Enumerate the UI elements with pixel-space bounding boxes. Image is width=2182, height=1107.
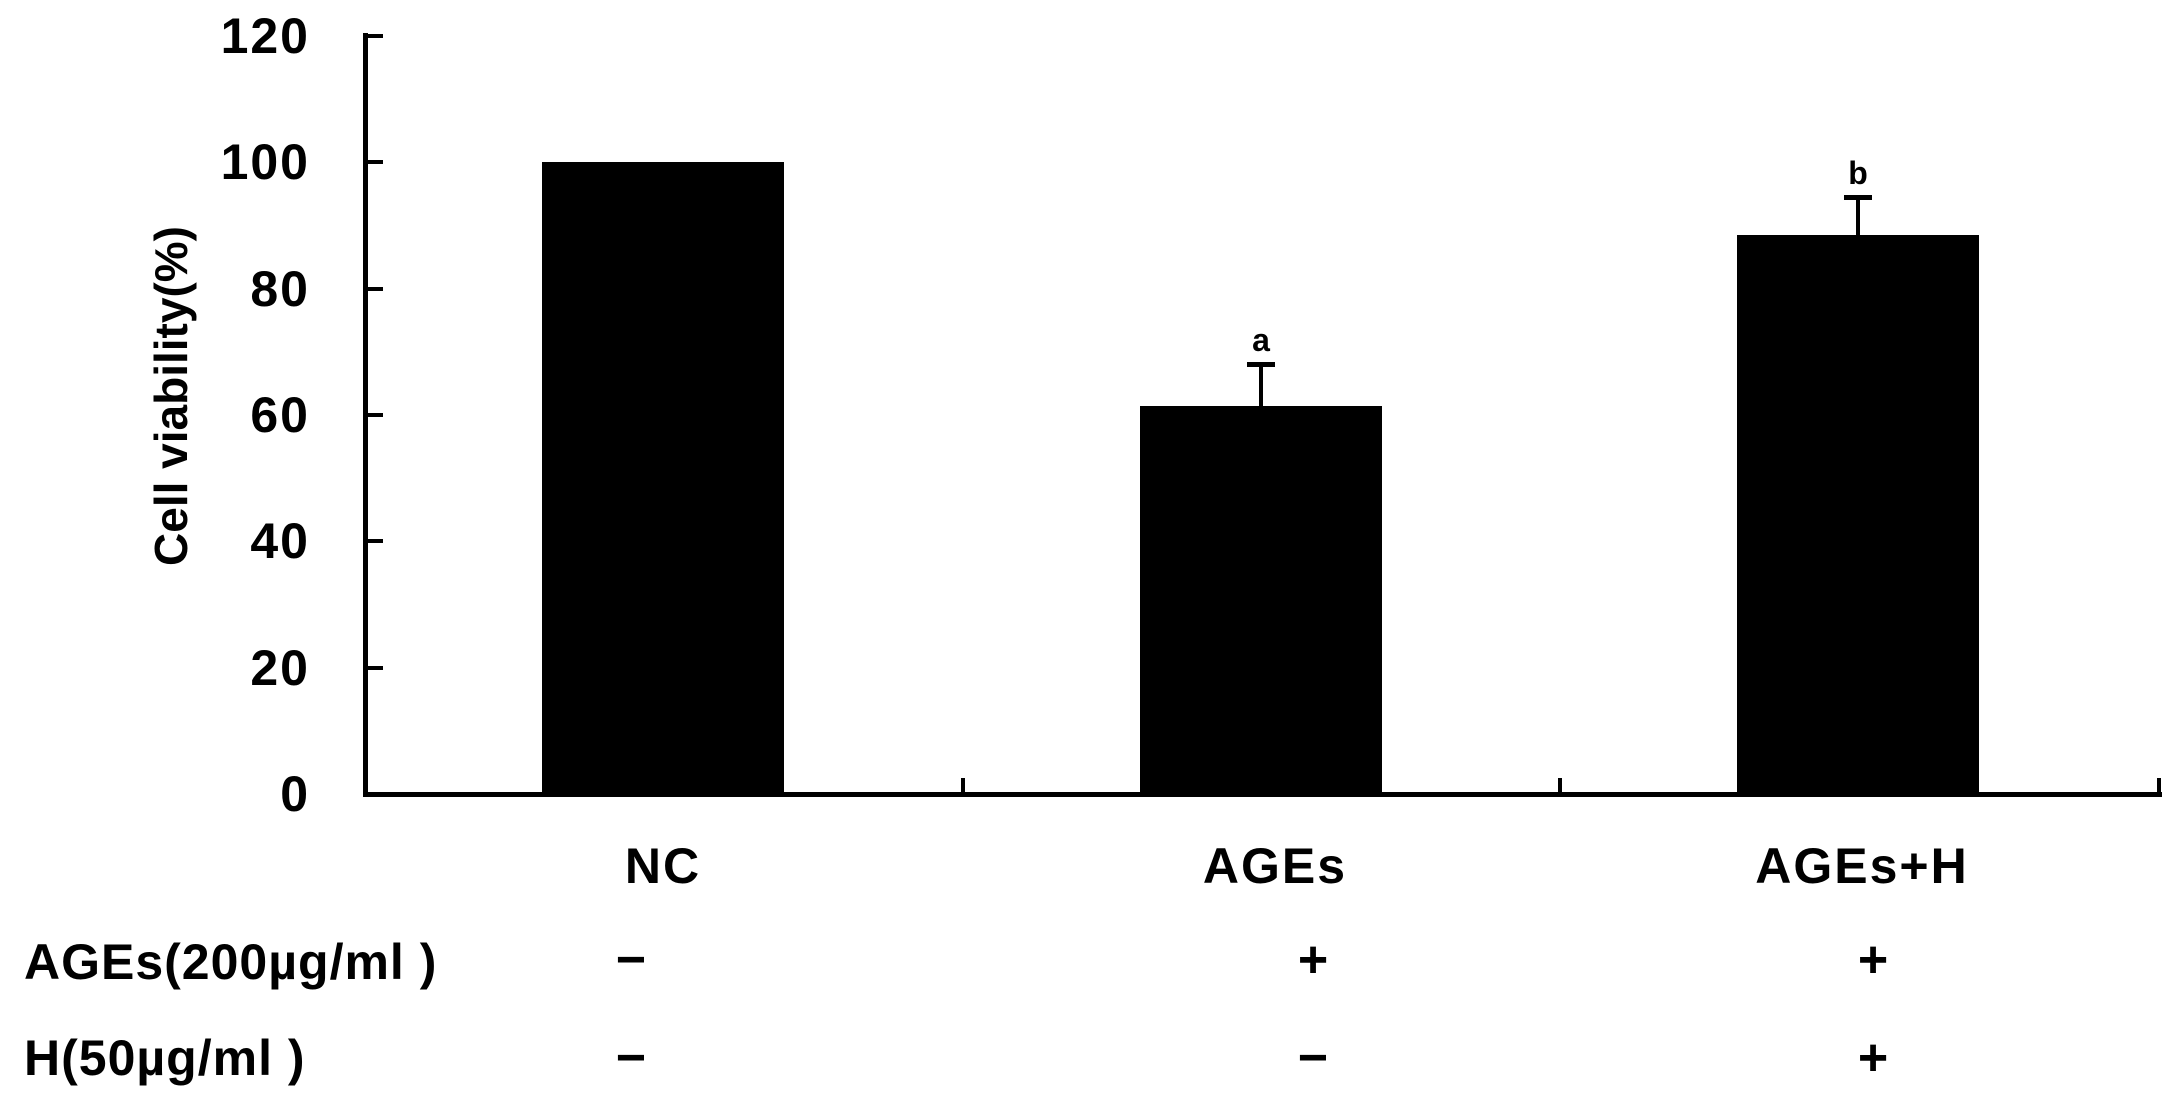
treatment-sign: − bbox=[615, 1029, 647, 1087]
y-axis-line bbox=[363, 33, 368, 797]
y-axis-tick bbox=[368, 160, 383, 165]
x-axis-tick bbox=[2157, 778, 2161, 792]
significance-label: a bbox=[1252, 322, 1270, 359]
y-tick-label: 80 bbox=[250, 260, 310, 317]
error-bar-cap bbox=[1247, 362, 1275, 368]
error-bar-line bbox=[1856, 197, 1860, 235]
bar-ages-h bbox=[1737, 234, 1979, 794]
treatment-sign: + bbox=[1297, 931, 1329, 989]
x-category-label-nc: NC bbox=[624, 838, 702, 894]
y-tick-label: 120 bbox=[220, 8, 310, 64]
x-category-label-ages: AGEs bbox=[1202, 838, 1348, 894]
x-axis-tick bbox=[961, 778, 965, 792]
y-tick-label: 60 bbox=[250, 387, 310, 443]
error-bar-line bbox=[1259, 364, 1263, 406]
bar-ages bbox=[1140, 405, 1382, 794]
y-axis-tick bbox=[368, 665, 383, 670]
y-axis-tick bbox=[368, 34, 383, 38]
treatment-sign: + bbox=[1857, 1029, 1889, 1087]
y-tick-label: 100 bbox=[220, 134, 310, 191]
y-tick-label: 20 bbox=[250, 639, 310, 696]
treatment-sign: + bbox=[1857, 931, 1889, 989]
treatment-sign: − bbox=[1297, 1029, 1329, 1087]
treatment-row-label-ages: AGEs(200µg/ml ) bbox=[24, 934, 438, 990]
treatment-row-label-h: H(50µg/ml ) bbox=[24, 1030, 306, 1086]
y-axis-tick bbox=[368, 413, 383, 417]
y-axis-tick bbox=[368, 539, 383, 544]
treatment-sign: − bbox=[615, 931, 647, 989]
y-axis-tick bbox=[368, 286, 383, 291]
error-bar-cap bbox=[1844, 195, 1872, 201]
x-axis-tick bbox=[1558, 778, 1562, 792]
x-axis-line bbox=[363, 792, 2162, 797]
y-axis-tick bbox=[368, 792, 383, 796]
x-category-label-ages-h: AGEs+H bbox=[1755, 838, 1969, 894]
bar-nc bbox=[542, 162, 784, 794]
y-tick-label: 0 bbox=[280, 766, 310, 822]
y-tick-label: 40 bbox=[250, 513, 310, 570]
significance-label: b bbox=[1848, 155, 1868, 192]
